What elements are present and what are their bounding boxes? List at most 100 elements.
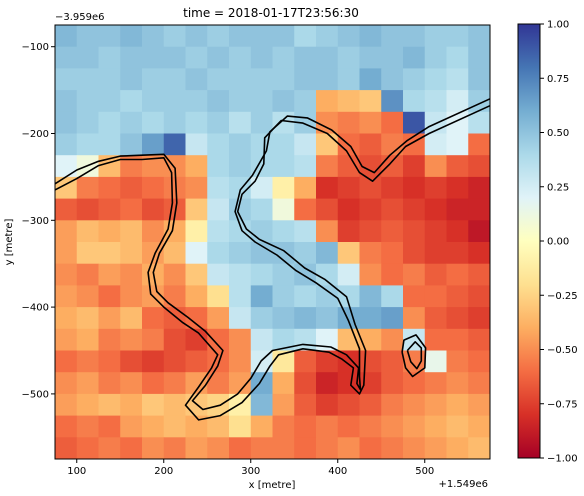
- heatmap-cell: [229, 90, 252, 113]
- y-tick-label: −300: [22, 216, 49, 227]
- heatmap-cell: [403, 220, 426, 243]
- heatmap-cell: [98, 68, 121, 91]
- heatmap-cell: [403, 285, 426, 308]
- heatmap-cell: [381, 307, 404, 330]
- heatmap-cell: [185, 328, 208, 351]
- heatmap-cell: [337, 285, 360, 308]
- heatmap-cell: [446, 242, 469, 265]
- heatmap-cell: [316, 25, 339, 48]
- heatmap-cell: [98, 328, 121, 351]
- heatmap-cell: [163, 90, 186, 113]
- heatmap-cell: [316, 372, 339, 395]
- heatmap-cell: [55, 111, 78, 134]
- heatmap-cell: [120, 415, 143, 438]
- heatmap-cell: [446, 155, 469, 178]
- heatmap-cell: [381, 328, 404, 351]
- heatmap-cell: [185, 176, 208, 199]
- heatmap-cell: [250, 393, 273, 416]
- heatmap-cell: [163, 263, 186, 286]
- heatmap-cell: [316, 133, 339, 156]
- heatmap-cell: [229, 263, 252, 286]
- heatmap-cell: [142, 111, 165, 134]
- heatmap-cell: [446, 111, 469, 134]
- heatmap-cell: [446, 328, 469, 351]
- heatmap-cell: [272, 176, 295, 199]
- heatmap-cell: [142, 328, 165, 351]
- heatmap-cell: [185, 133, 208, 156]
- heatmap-cell: [424, 242, 447, 265]
- heatmap-cell: [316, 155, 339, 178]
- heatmap-cell: [185, 415, 208, 438]
- heatmap-cell: [120, 372, 143, 395]
- heatmap-cell: [316, 393, 339, 416]
- heatmap-cell: [446, 372, 469, 395]
- heatmap-cell: [403, 307, 426, 330]
- heatmap-cell: [359, 198, 382, 221]
- heatmap-cell: [337, 68, 360, 91]
- heatmap-cell: [272, 415, 295, 438]
- heatmap-cell: [446, 90, 469, 113]
- heatmap-cell: [424, 372, 447, 395]
- heatmap-cell: [120, 46, 143, 69]
- heatmap-cell: [207, 198, 230, 221]
- heatmap-cell: [207, 263, 230, 286]
- heatmap-cell: [55, 25, 78, 48]
- heatmap-cell: [142, 220, 165, 243]
- heatmap-cell: [468, 155, 491, 178]
- heatmap-cell: [272, 111, 295, 134]
- heatmap-cell: [272, 393, 295, 416]
- heatmap-cell: [120, 198, 143, 221]
- heatmap-cell: [424, 263, 447, 286]
- heatmap-cell: [229, 415, 252, 438]
- heatmap-cell: [229, 198, 252, 221]
- heatmap-cell: [98, 263, 121, 286]
- heatmap-cell: [359, 350, 382, 373]
- heatmap-cell: [468, 307, 491, 330]
- heatmap-cell: [207, 307, 230, 330]
- heatmap-cell: [403, 263, 426, 286]
- plot-frame: [54, 24, 491, 460]
- heatmap-cell: [468, 263, 491, 286]
- heatmap-cell: [55, 155, 78, 178]
- heatmap-cell: [424, 415, 447, 438]
- heatmap-cell: [359, 176, 382, 199]
- heatmap-cell: [359, 68, 382, 91]
- heatmap-cell: [185, 263, 208, 286]
- x-tick-label: 500: [415, 466, 434, 477]
- heatmap-cell: [381, 350, 404, 373]
- heatmap-cell: [76, 437, 99, 460]
- heatmap-cell: [142, 176, 165, 199]
- heatmap-cell: [207, 90, 230, 113]
- heatmap-cell: [55, 68, 78, 91]
- heatmap-cell: [163, 242, 186, 265]
- heatmap-cell: [272, 437, 295, 460]
- heatmap-cell: [55, 285, 78, 308]
- heatmap-cell: [381, 111, 404, 134]
- heatmap-cell: [359, 307, 382, 330]
- heatmap-cell: [142, 350, 165, 373]
- heatmap-cell: [468, 220, 491, 243]
- heatmap-cell: [316, 307, 339, 330]
- heatmap-cell: [468, 415, 491, 438]
- heatmap-cell: [207, 46, 230, 69]
- heatmap-cell: [207, 437, 230, 460]
- heatmap-cell: [468, 372, 491, 395]
- heatmap-cell: [98, 46, 121, 69]
- heatmap-cell: [229, 46, 252, 69]
- heatmap-cell: [272, 155, 295, 178]
- heatmap-cell: [250, 111, 273, 134]
- heatmap-cell: [229, 350, 252, 373]
- heatmap-cell: [424, 68, 447, 91]
- heatmap-cell: [403, 46, 426, 69]
- heatmap-cell: [207, 133, 230, 156]
- heatmap-cell: [98, 307, 121, 330]
- y-axis-label: y [metre]: [4, 219, 15, 266]
- heatmap-cell: [207, 220, 230, 243]
- heatmap-cell: [207, 242, 230, 265]
- heatmap-cell: [359, 242, 382, 265]
- heatmap-cell: [229, 25, 252, 48]
- colorbar-ticks: −1.00 −0.75 −0.50 −0.25 0.00 0.25 0.50 0.75 1.00: [540, 20, 578, 465]
- heatmap-cell: [272, 372, 295, 395]
- heatmap-cell: [403, 393, 426, 416]
- heatmap-cell: [316, 220, 339, 243]
